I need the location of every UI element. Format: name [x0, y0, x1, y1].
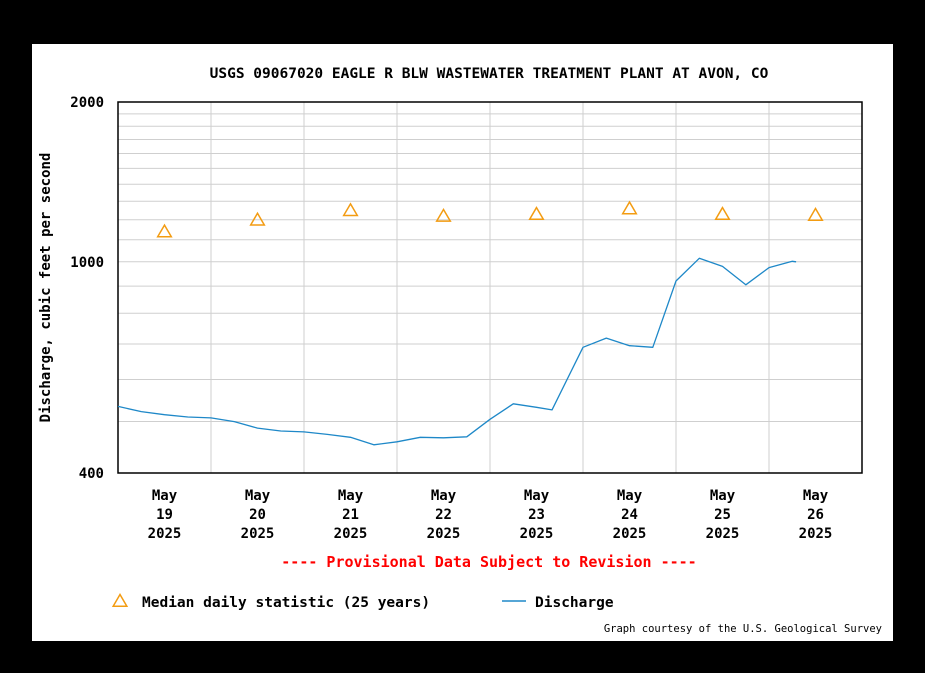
- median-marker: [528, 206, 545, 221]
- x-tick-label: May: [152, 488, 178, 504]
- x-tick-label: May: [431, 488, 457, 504]
- discharge-chart: USGS 09067020 EAGLE R BLW WASTEWATER TRE…: [38, 66, 882, 635]
- y-tick-label: 2000: [70, 95, 104, 111]
- provisional-data-notice: ---- Provisional Data Subject to Revisio…: [281, 553, 696, 571]
- usgs-credit: Graph courtesy of the U.S. Geological Su…: [604, 623, 882, 635]
- median-marker: [156, 223, 173, 238]
- x-tick-label: 2025: [706, 526, 740, 542]
- legend-median-label: Median daily statistic (25 years): [142, 595, 430, 611]
- legend-discharge-label: Discharge: [535, 595, 614, 611]
- chart-panel: USGS 09067020 EAGLE R BLW WASTEWATER TRE…: [32, 44, 893, 641]
- x-tick-label: May: [245, 488, 271, 504]
- y-tick-label: 1000: [70, 255, 104, 271]
- median-marker: [249, 211, 266, 226]
- x-tick-label: 25: [714, 507, 731, 523]
- median-marker: [714, 206, 731, 221]
- x-tick-label: 2025: [148, 526, 182, 542]
- median-marker: [807, 207, 824, 221]
- grid: [118, 102, 862, 473]
- x-tick-label: May: [524, 488, 550, 504]
- median-marker: [435, 207, 452, 222]
- x-tick-label: 26: [807, 507, 824, 523]
- y-tick-labels: 2000 1000 400: [70, 95, 104, 482]
- x-tick-label: 2025: [613, 526, 647, 542]
- legend: Median daily statistic (25 years) Discha…: [111, 593, 614, 611]
- x-tick-label: May: [338, 488, 364, 504]
- x-tick-labels: May 19 2025 May 20 2025 May 21 2025 May 22 2025 May 2…: [148, 488, 833, 542]
- x-tick-label: 21: [342, 507, 359, 523]
- median-marker: [621, 200, 638, 215]
- x-tick-label: 20: [249, 507, 266, 523]
- x-tick-label: 22: [435, 507, 452, 523]
- x-tick-label: 19: [156, 507, 173, 523]
- x-tick-label: 2025: [520, 526, 554, 542]
- series: [117, 200, 824, 446]
- x-tick-label: 2025: [334, 526, 368, 542]
- x-tick-label: May: [710, 488, 736, 504]
- x-tick-label: 2025: [799, 526, 833, 542]
- x-tick-label: 23: [528, 507, 545, 523]
- median-marker: [342, 202, 359, 217]
- legend-triangle-icon: [111, 593, 129, 607]
- x-tick-label: 2025: [241, 526, 275, 542]
- chart-title: USGS 09067020 EAGLE R BLW WASTEWATER TRE…: [210, 66, 769, 82]
- x-tick-label: May: [617, 488, 643, 504]
- plot-border: [117, 101, 863, 474]
- y-axis-label: Discharge, cubic feet per second: [38, 153, 54, 423]
- x-tick-label: 2025: [427, 526, 461, 542]
- x-tick-label: May: [803, 488, 829, 504]
- x-tick-label: 24: [621, 507, 638, 523]
- y-tick-label: 400: [79, 466, 104, 482]
- discharge-line: [117, 257, 797, 446]
